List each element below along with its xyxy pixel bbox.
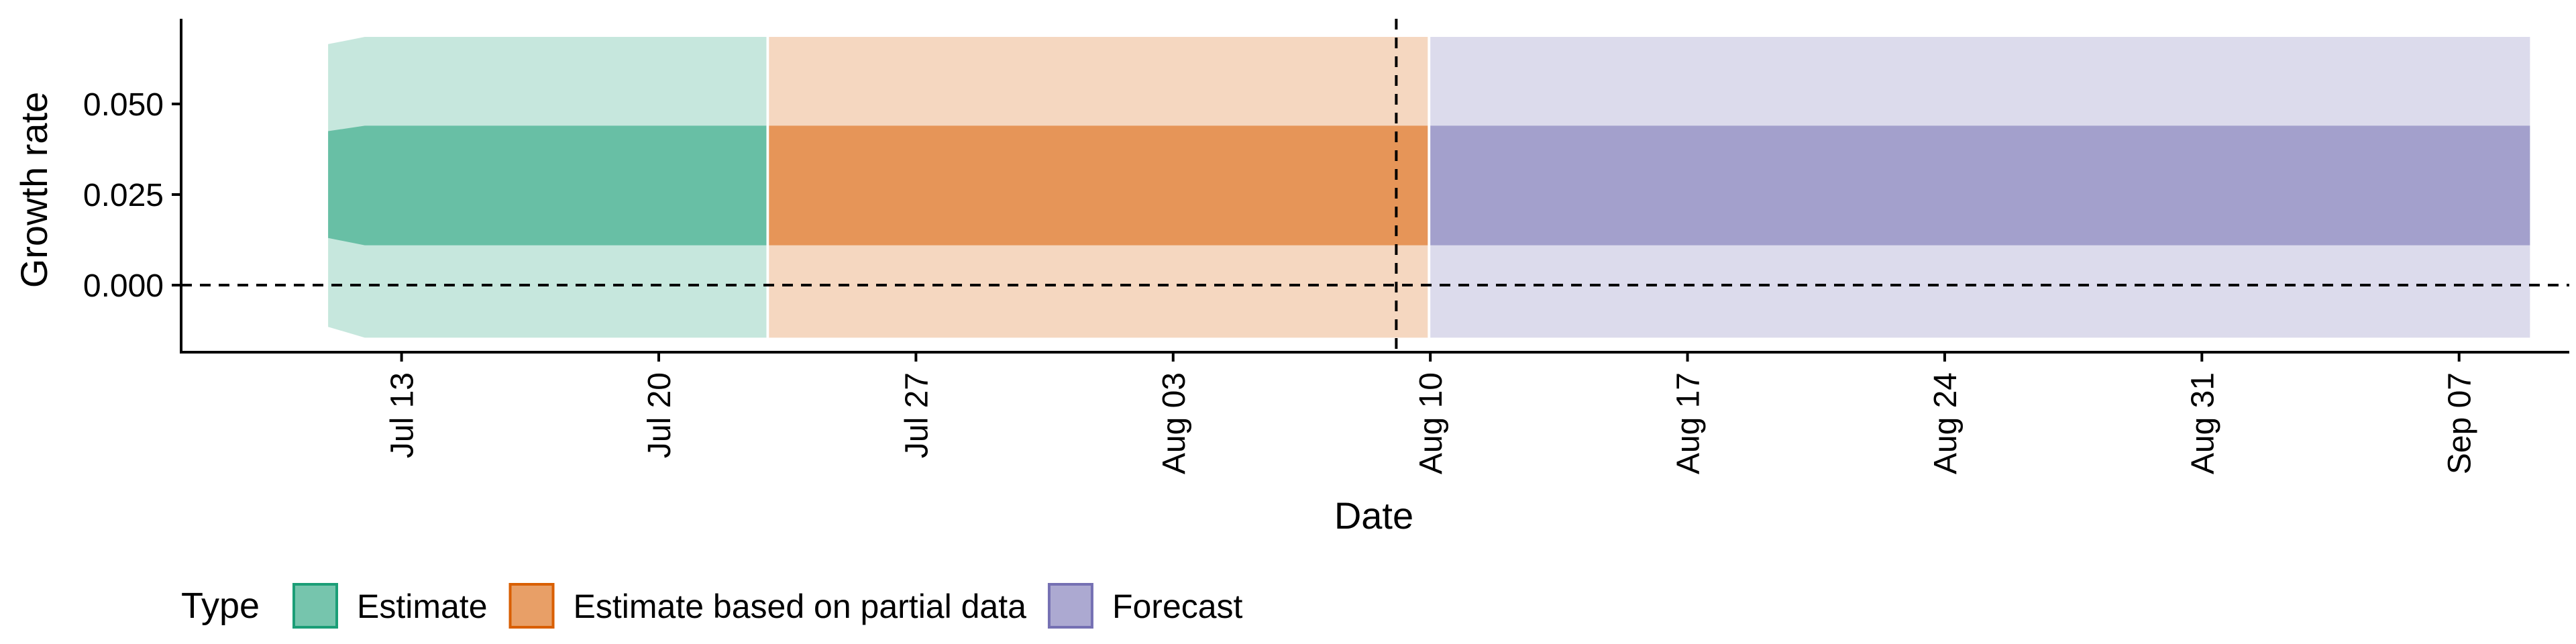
y-tick-label: 0.025 (83, 178, 164, 213)
axes-layer: 0.000 0.025 0.050 Jul 13 Jul 20 Jul 27 Aug 03 A… (83, 19, 2569, 474)
legend-swatch (292, 583, 338, 629)
x-axis-title: Date (1334, 494, 1413, 537)
x-tick-label: Aug 31 (2185, 372, 2220, 474)
ribbons-layer (328, 37, 2530, 338)
inner-ribbon-0 (328, 125, 767, 246)
x-tick-label: Aug 10 (1413, 372, 1449, 474)
inner-ribbon-1 (769, 125, 1428, 246)
legend-label: Forecast (1112, 588, 1243, 625)
y-tick-label: 0.050 (83, 87, 164, 123)
x-tick-label: Sep 07 (2443, 372, 2478, 474)
x-tick-label: Jul 27 (899, 372, 934, 458)
series-0 (328, 37, 767, 338)
y-axis-title: Growth rate (13, 92, 55, 288)
legend-item-0: Estimate (292, 583, 488, 629)
x-tick-label: Aug 24 (1928, 372, 1964, 474)
legend: Type Estimate Estimate based on partial da… (181, 583, 1243, 629)
series-1 (769, 37, 1428, 338)
x-tick-label: Aug 17 (1671, 372, 1707, 474)
x-tick-label: Jul 20 (642, 372, 678, 458)
legend-swatch (1047, 583, 1093, 629)
legend-title: Type (181, 586, 260, 626)
series-2 (1430, 37, 2530, 338)
x-tick-label: Aug 03 (1157, 372, 1192, 474)
legend-item-1: Estimate based on partial data (508, 583, 1027, 629)
legend-item-2: Forecast (1047, 583, 1243, 629)
legend-label: Estimate (357, 588, 488, 625)
x-tick-label: Jul 13 (385, 372, 421, 458)
inner-ribbon-2 (1430, 125, 2530, 246)
legend-swatch (508, 583, 555, 629)
reference-lines-layer (181, 19, 2569, 352)
y-tick-label: 0.000 (83, 268, 164, 304)
legend-label: Estimate based on partial data (574, 588, 1027, 625)
